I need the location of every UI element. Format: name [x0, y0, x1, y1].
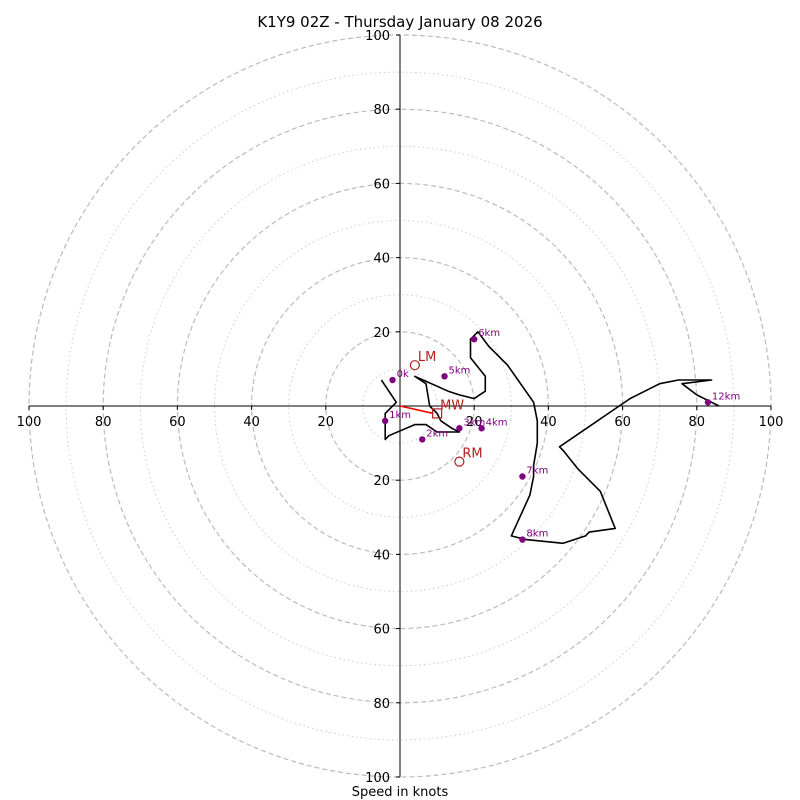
- storm-label-rm: RM: [462, 447, 482, 462]
- y-tick-label: 80: [373, 697, 390, 712]
- height-marker-12km: [704, 399, 712, 406]
- y-tick-label: 100: [365, 771, 390, 786]
- height-marker-6km: [471, 336, 478, 343]
- x-tick-label: 20: [318, 415, 335, 430]
- storm-marker-mw: [432, 408, 443, 419]
- storm-marker-lm: [409, 360, 420, 371]
- storm-label-lm: LM: [418, 350, 436, 365]
- height-label-12km: 12km: [712, 391, 740, 402]
- storm-marker-rm: [454, 456, 465, 467]
- y-tick-label: 40: [373, 252, 390, 267]
- height-marker-8km: [519, 536, 526, 543]
- x-tick-label: 100: [17, 415, 42, 430]
- x-tick-label: 60: [614, 415, 631, 430]
- height-label-5km: 5km: [449, 365, 471, 376]
- hodograph-trace: [380, 330, 720, 545]
- height-label-1km: 1km: [389, 410, 411, 421]
- height-label-2km: 2km: [426, 428, 448, 439]
- x-tick-label: 80: [689, 415, 706, 430]
- x-tick-label: 100: [759, 415, 784, 430]
- y-tick-label: 20: [373, 326, 390, 341]
- y-tick-label: 100: [365, 29, 390, 44]
- hodograph-line: [380, 330, 720, 545]
- storm-motion-markers: LM MW RM: [409, 350, 483, 467]
- x-tick-label: 80: [95, 415, 112, 430]
- height-label-3km: 3km: [463, 417, 485, 428]
- x-tick-label: 20: [466, 415, 483, 430]
- height-label-7km: 7km: [526, 465, 548, 476]
- height-label-0km: 0k: [397, 369, 409, 380]
- height-marker-3km: [456, 425, 463, 432]
- y-tick-label: 60: [373, 623, 390, 638]
- height-marker-0km: [389, 376, 396, 384]
- shear-vector: [399, 405, 434, 415]
- height-label-4km: 4km: [486, 417, 508, 428]
- chart-title: K1Y9 02Z - Thursday January 08 2026: [257, 13, 542, 31]
- height-label-8km: 8km: [526, 529, 548, 540]
- x-tick-label: 40: [540, 415, 557, 430]
- tick-labels: 100 80 60 40 20 20 40 60 80 100 100 80 60 40 20 20 40 60 8…: [17, 29, 784, 786]
- height-markers: 0k 1km 2km 3km 4km 5km 6km 7km 8km 12km: [381, 328, 740, 543]
- storm-label-mw: MW: [440, 398, 464, 413]
- height-marker-4km: [478, 425, 485, 432]
- y-tick-label: 80: [373, 103, 390, 118]
- y-tick-label: 40: [373, 548, 390, 563]
- height-label-6km: 6km: [478, 328, 500, 339]
- x-tick-label: 40: [243, 415, 260, 430]
- y-tick-label: 60: [373, 177, 390, 192]
- height-marker-1km: [381, 417, 389, 425]
- height-marker-2km: [419, 436, 426, 443]
- height-marker-5km: [441, 373, 448, 380]
- x-axis-label: Speed in knots: [352, 785, 449, 800]
- height-marker-7km: [519, 473, 526, 480]
- x-tick-label: 60: [169, 415, 186, 430]
- y-tick-label: 20: [373, 474, 390, 489]
